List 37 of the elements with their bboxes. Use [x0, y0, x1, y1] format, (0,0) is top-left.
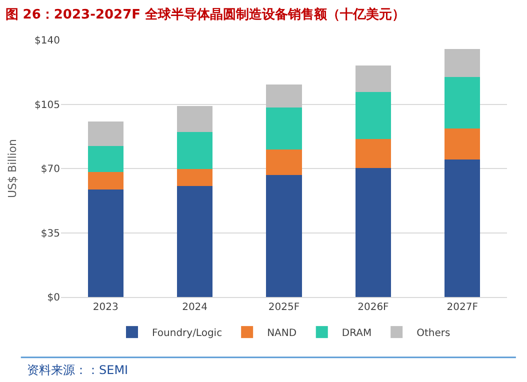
x-tick-label: 2027F: [446, 302, 478, 313]
bar: [88, 122, 124, 146]
bar: [266, 150, 302, 175]
y-axis-title: US$ Billion: [6, 138, 20, 198]
legend-label: NAND: [267, 328, 297, 339]
y-tick-label: $105: [34, 100, 60, 111]
text: 资料来源：：SEMI: [27, 363, 128, 377]
legend-label: Foundry/Logic: [152, 328, 222, 339]
bar: [266, 84, 302, 108]
x-tick-label: 2023: [92, 302, 118, 313]
y-tick-label: $35: [40, 228, 60, 240]
y-tick-label: $0: [47, 292, 60, 304]
bar: [88, 189, 124, 297]
bar: [266, 107, 302, 150]
bar: [266, 174, 302, 297]
bar: [88, 172, 124, 190]
bar: [444, 128, 480, 160]
bar: [355, 168, 392, 297]
bar: [355, 92, 392, 139]
bar: [176, 132, 213, 169]
legend-label: Others: [416, 328, 450, 339]
x-tick-label: 2026F: [358, 302, 390, 313]
bar: [355, 138, 392, 168]
bar: [88, 146, 124, 172]
bar: [444, 49, 480, 77]
chart-title: 图 26：2023-2027F 全球半导体晶圆制造设备销售额（十亿美元）: [5, 6, 406, 23]
bar: [176, 168, 213, 186]
y-tick-label: $140: [34, 36, 60, 46]
bar: [176, 186, 213, 297]
bar: [444, 76, 480, 128]
legend-label: DRAM: [342, 328, 372, 339]
bar: [444, 160, 480, 297]
bar: [176, 106, 213, 132]
bar: [355, 66, 392, 92]
y-tick-label: $70: [40, 164, 60, 175]
x-tick-label: 2025F: [268, 302, 300, 313]
x-tick-label: 2024: [182, 302, 208, 313]
